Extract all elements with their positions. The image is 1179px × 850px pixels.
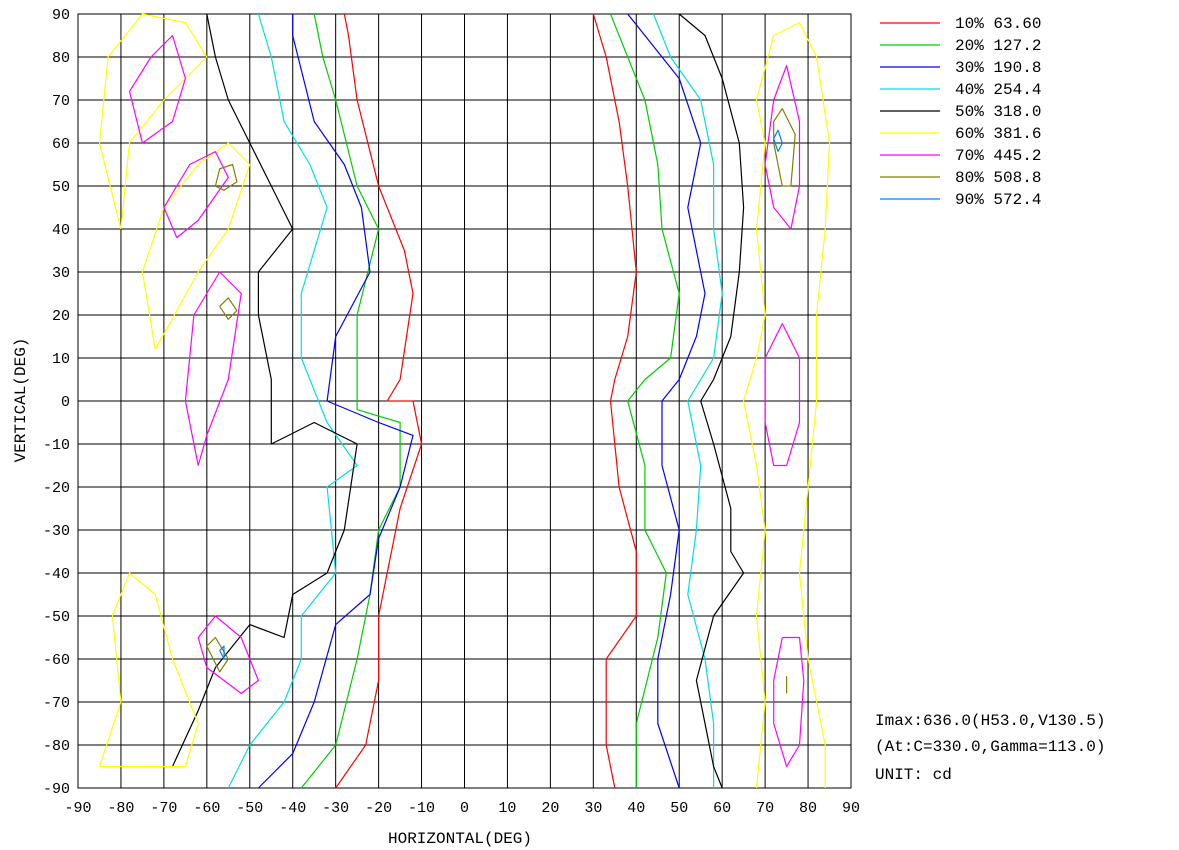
- contour-line: [773, 636, 805, 768]
- plot-grid: [77, 13, 852, 789]
- x-tick-label: -80: [107, 800, 134, 817]
- x-tick-label: 80: [799, 800, 817, 817]
- contour-line: [764, 64, 801, 230]
- contour-line: [300, 13, 401, 789]
- axis-ticks: -90 -80 -70 -60 -50 -40 -30 -20 -10 0 10 20 30 40 50 60…: [43, 7, 860, 817]
- x-tick-label: 60: [713, 800, 731, 817]
- contour-line: [227, 13, 358, 789]
- x-tick-label: -10: [408, 800, 435, 817]
- legend: 10% 63.60 20% 127.2 30% 190.8 40% 254.4 50% …: [880, 15, 1041, 209]
- x-tick-label: 0: [460, 800, 469, 817]
- legend-label: 70% 445.2: [955, 147, 1041, 165]
- contour-line: [98, 13, 208, 230]
- x-tick-label: -90: [64, 800, 91, 817]
- legend-label: 60% 381.6: [955, 125, 1041, 143]
- y-tick-label: 80: [52, 50, 70, 67]
- contour-line: [257, 14, 414, 789]
- x-tick-label: -50: [236, 800, 263, 817]
- x-tick-label: -20: [365, 800, 392, 817]
- contour-line: [609, 13, 680, 788]
- y-tick-label: 0: [61, 394, 70, 411]
- y-tick-label: 90: [52, 7, 70, 24]
- contour-line: [755, 22, 831, 788]
- contour-line: [197, 615, 259, 695]
- y-tick-label: -70: [43, 695, 70, 712]
- x-tick-label: 40: [627, 800, 645, 817]
- x-axis-label: HORIZONTAL(DEG): [388, 830, 532, 848]
- x-tick-label: -60: [193, 800, 220, 817]
- contour-line: [592, 13, 637, 789]
- y-tick-label: -50: [43, 609, 70, 626]
- contour-line: [206, 636, 229, 673]
- contour-line: [128, 34, 186, 144]
- x-tick-label: 10: [498, 800, 516, 817]
- y-tick-label: 70: [52, 93, 70, 110]
- y-tick-label: 50: [52, 179, 70, 196]
- contour-line: [627, 13, 706, 789]
- x-tick-label: -70: [150, 800, 177, 817]
- y-tick-label: -90: [43, 781, 70, 798]
- legend-label: 10% 63.60: [955, 15, 1041, 33]
- contour-line: [141, 142, 251, 350]
- y-tick-label: 10: [52, 351, 70, 368]
- contour-line: [184, 271, 242, 466]
- contour-line: [764, 323, 801, 467]
- contour-lines: [98, 13, 831, 789]
- legend-label: 50% 318.0: [955, 103, 1041, 121]
- contour-line: [742, 99, 766, 789]
- y-tick-label: -60: [43, 652, 70, 669]
- x-tick-label: -40: [279, 800, 306, 817]
- y-tick-label: -10: [43, 437, 70, 454]
- legend-label: 40% 254.4: [955, 81, 1041, 99]
- y-tick-label: 20: [52, 308, 70, 325]
- legend-label: 20% 127.2: [955, 37, 1041, 55]
- x-tick-label: 70: [756, 800, 774, 817]
- x-tick-label: 90: [842, 800, 860, 817]
- angle-readout: (At:C=330.0,Gamma=113.0): [875, 738, 1106, 756]
- contour-line: [98, 572, 199, 768]
- x-tick-label: 50: [670, 800, 688, 817]
- contour-line: [678, 13, 745, 789]
- y-tick-label: 60: [52, 136, 70, 153]
- contour-line: [652, 13, 723, 788]
- contour-line: [335, 13, 423, 789]
- contour-line: [219, 645, 225, 660]
- legend-label: 30% 190.8: [955, 59, 1041, 77]
- unit-readout: UNIT: cd: [875, 766, 952, 784]
- imax-readout: Imax:636.0(H53.0,V130.5): [875, 712, 1106, 730]
- x-tick-label: 20: [541, 800, 559, 817]
- contour-line: [163, 151, 229, 239]
- contour-line: [171, 13, 358, 767]
- y-axis-label: VERTICAL(DEG): [12, 338, 30, 463]
- y-tick-label: -20: [43, 480, 70, 497]
- y-tick-label: -40: [43, 566, 70, 583]
- x-tick-label: -30: [322, 800, 349, 817]
- contour-line: [773, 107, 796, 187]
- y-tick-label: -80: [43, 738, 70, 755]
- contour-line: [214, 163, 238, 191]
- y-tick-label: 40: [52, 222, 70, 239]
- y-tick-label: 30: [52, 265, 70, 282]
- contour-line: [773, 129, 783, 152]
- x-tick-label: 30: [584, 800, 602, 817]
- legend-label: 80% 508.8: [955, 169, 1041, 187]
- contour-line: [219, 297, 238, 320]
- legend-label: 90% 572.4: [955, 191, 1041, 209]
- y-tick-label: -30: [43, 523, 70, 540]
